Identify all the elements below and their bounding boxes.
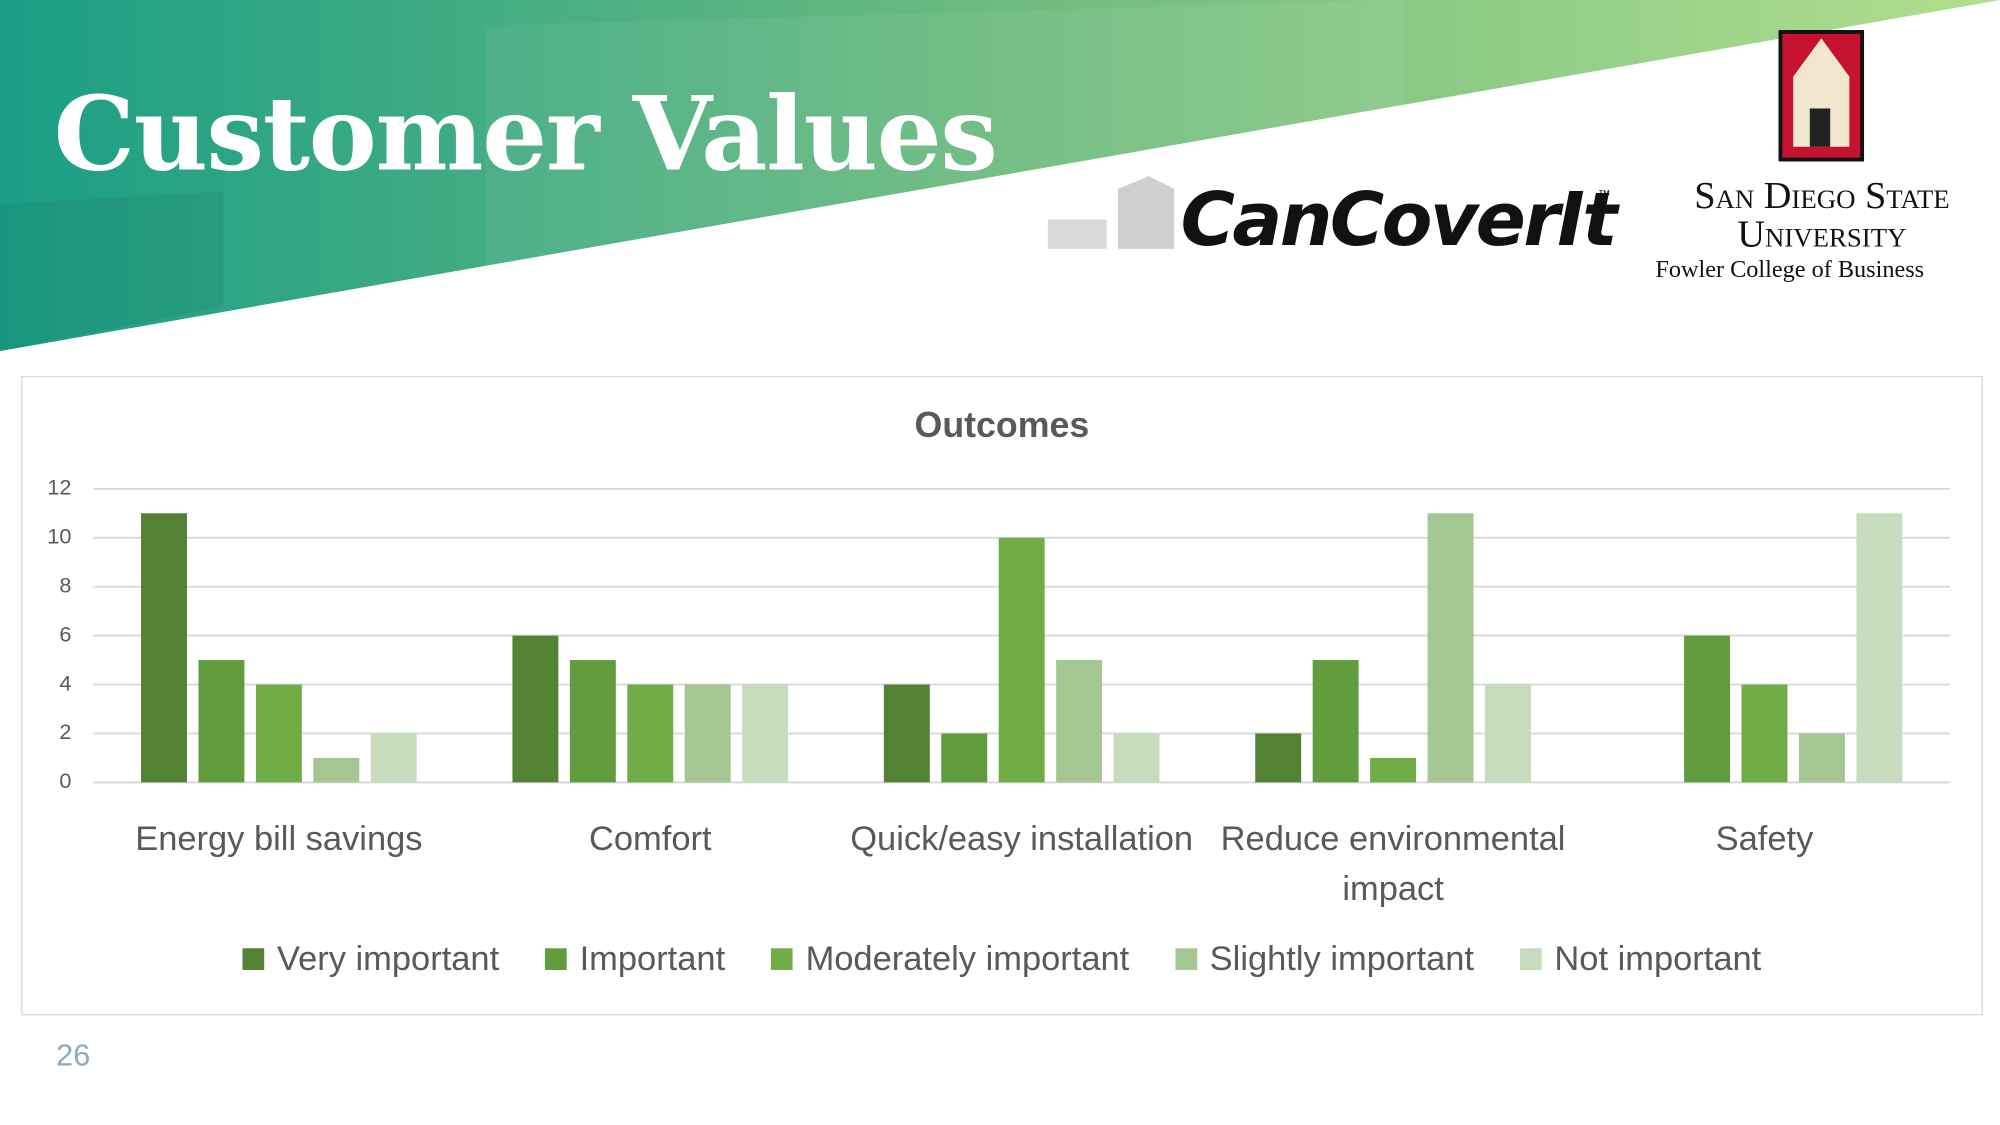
- legend-label: Slightly important: [1209, 939, 1474, 978]
- bar: [198, 660, 245, 783]
- university-name: University: [1737, 213, 1907, 256]
- bar: [1056, 660, 1103, 783]
- bar: [941, 733, 988, 783]
- bar: [370, 733, 417, 783]
- bar: [255, 684, 302, 783]
- bar: [569, 660, 616, 783]
- slide-title: Customer Values: [53, 74, 998, 194]
- y-tick-label: 12: [47, 475, 71, 500]
- x-tick-label: Quick/easy installation: [850, 819, 1194, 858]
- bar: [742, 684, 789, 783]
- bar: [883, 684, 930, 783]
- legend-swatch: [242, 948, 265, 970]
- bar: [627, 684, 674, 783]
- bar: [1684, 635, 1731, 783]
- bar: [1370, 757, 1417, 783]
- bar: [512, 635, 559, 783]
- university-shield: [1809, 108, 1831, 147]
- x-tick-label: Reduce environmental impact: [1220, 819, 1566, 908]
- chart-title: Outcomes: [915, 405, 1090, 445]
- page-number: 26: [56, 1038, 91, 1074]
- header-band: [0, 0, 2000, 351]
- bar: [1484, 684, 1531, 783]
- university-shield: [1793, 38, 1850, 147]
- x-tick-label: Safety: [1715, 819, 1814, 858]
- x-tick-label: Comfort: [588, 819, 712, 858]
- university-name: San Diego State: [1694, 174, 1950, 217]
- legend-label: Very important: [276, 939, 500, 978]
- y-tick-label: 4: [59, 670, 71, 695]
- bar: [313, 757, 360, 783]
- bar: [684, 684, 731, 783]
- brand-logo: CanCoverIt: [1180, 176, 1618, 263]
- legend-label: Not important: [1554, 939, 1762, 978]
- bar: [998, 537, 1045, 783]
- y-tick-label: 8: [59, 572, 71, 597]
- legend-item: Not important: [1519, 939, 1762, 979]
- legend-swatch: [1519, 948, 1542, 970]
- bar: [1856, 513, 1903, 783]
- logo-icon: [1047, 219, 1107, 249]
- logo-icon: [1118, 176, 1175, 249]
- legend-swatch: [545, 948, 567, 970]
- bar: [1113, 733, 1160, 783]
- trademark: ™: [1597, 188, 1611, 203]
- legend-swatch: [1175, 948, 1197, 970]
- header-shape: [0, 191, 224, 351]
- legend-item: Slightly important: [1175, 939, 1474, 979]
- legend-label: Moderately important: [805, 939, 1130, 978]
- legend-label: Important: [579, 939, 726, 978]
- header-shape: [484, 0, 1404, 269]
- y-tick-label: 10: [47, 523, 71, 548]
- bar: [141, 513, 187, 783]
- college-name: Fowler College of Business: [1655, 256, 1925, 284]
- x-tick-label: Energy bill savings: [135, 819, 423, 858]
- bar: [1798, 733, 1845, 783]
- legend-item: Important: [545, 939, 725, 979]
- legend-item: Very important: [242, 939, 500, 979]
- bar: [1741, 684, 1788, 783]
- bar: [1312, 660, 1359, 783]
- bar: [1427, 513, 1474, 783]
- y-tick-label: 6: [59, 621, 71, 646]
- legend: Very important Important Moderately import…: [22, 939, 1982, 979]
- y-tick-label: 0: [59, 768, 71, 793]
- bar: [1255, 733, 1302, 783]
- y-tick-label: 2: [59, 719, 71, 744]
- legend-swatch: [771, 948, 793, 970]
- legend-item: Moderately important: [771, 939, 1129, 979]
